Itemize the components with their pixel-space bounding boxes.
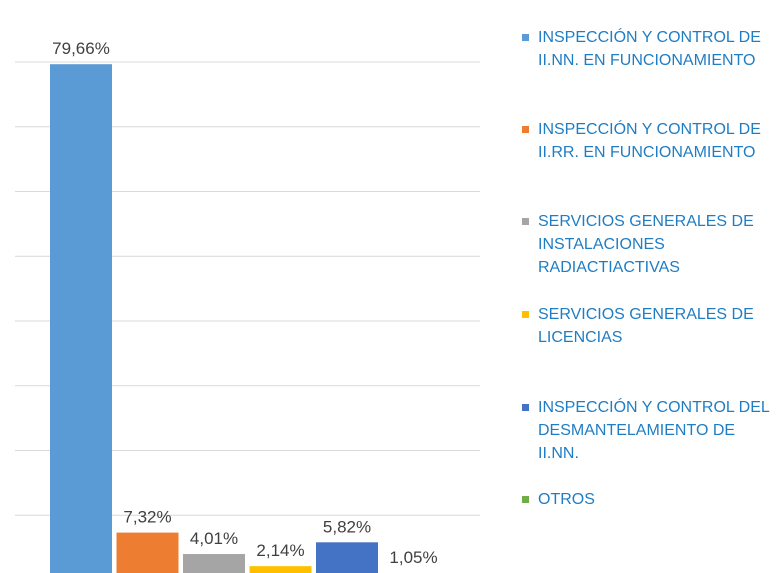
legend-label: INSPECCIÓN Y CONTROL DE II.NN. EN FUNCIO… [538, 29, 761, 69]
legend-swatch [522, 496, 529, 503]
legend-label: OTROS [538, 491, 595, 508]
legend-entry: INSPECCIÓN Y CONTROL DEL DESMANTELAMIENT… [522, 396, 772, 465]
legend-swatch [522, 311, 529, 318]
legend-entry: OTROS [522, 488, 772, 511]
data-label: 4,01% [190, 529, 238, 548]
legend-label: INSPECCIÓN Y CONTROL DE II.RR. EN FUNCIO… [538, 121, 761, 161]
bar [116, 532, 179, 573]
legend-swatch [522, 404, 529, 411]
legend-label: SERVICIOS GENERALES DE LICENCIAS [538, 306, 754, 346]
legend-label: INSPECCIÓN Y CONTROL DEL DESMANTELAMIENT… [538, 399, 770, 462]
data-label: 7,32% [123, 508, 171, 527]
bar [249, 566, 312, 573]
data-label: 1,05% [389, 548, 437, 567]
legend-swatch [522, 218, 529, 225]
bar [316, 542, 378, 573]
legend-entry: SERVICIOS GENERALES DE INSTALACIONES RAD… [522, 210, 772, 279]
data-label: 79,66% [52, 39, 110, 58]
legend-entry: SERVICIOS GENERALES DE LICENCIAS [522, 303, 772, 349]
legend-entry: INSPECCIÓN Y CONTROL DE II.NN. EN FUNCIO… [522, 26, 772, 72]
data-label: 2,14% [256, 541, 304, 560]
bar [183, 554, 245, 573]
legend-swatch [522, 34, 529, 41]
legend-entry: INSPECCIÓN Y CONTROL DE II.RR. EN FUNCIO… [522, 118, 772, 164]
data-label: 5,82% [323, 517, 371, 536]
bar [50, 64, 112, 573]
legend-swatch [522, 126, 529, 133]
legend-label: SERVICIOS GENERALES DE INSTALACIONES RAD… [538, 213, 754, 276]
